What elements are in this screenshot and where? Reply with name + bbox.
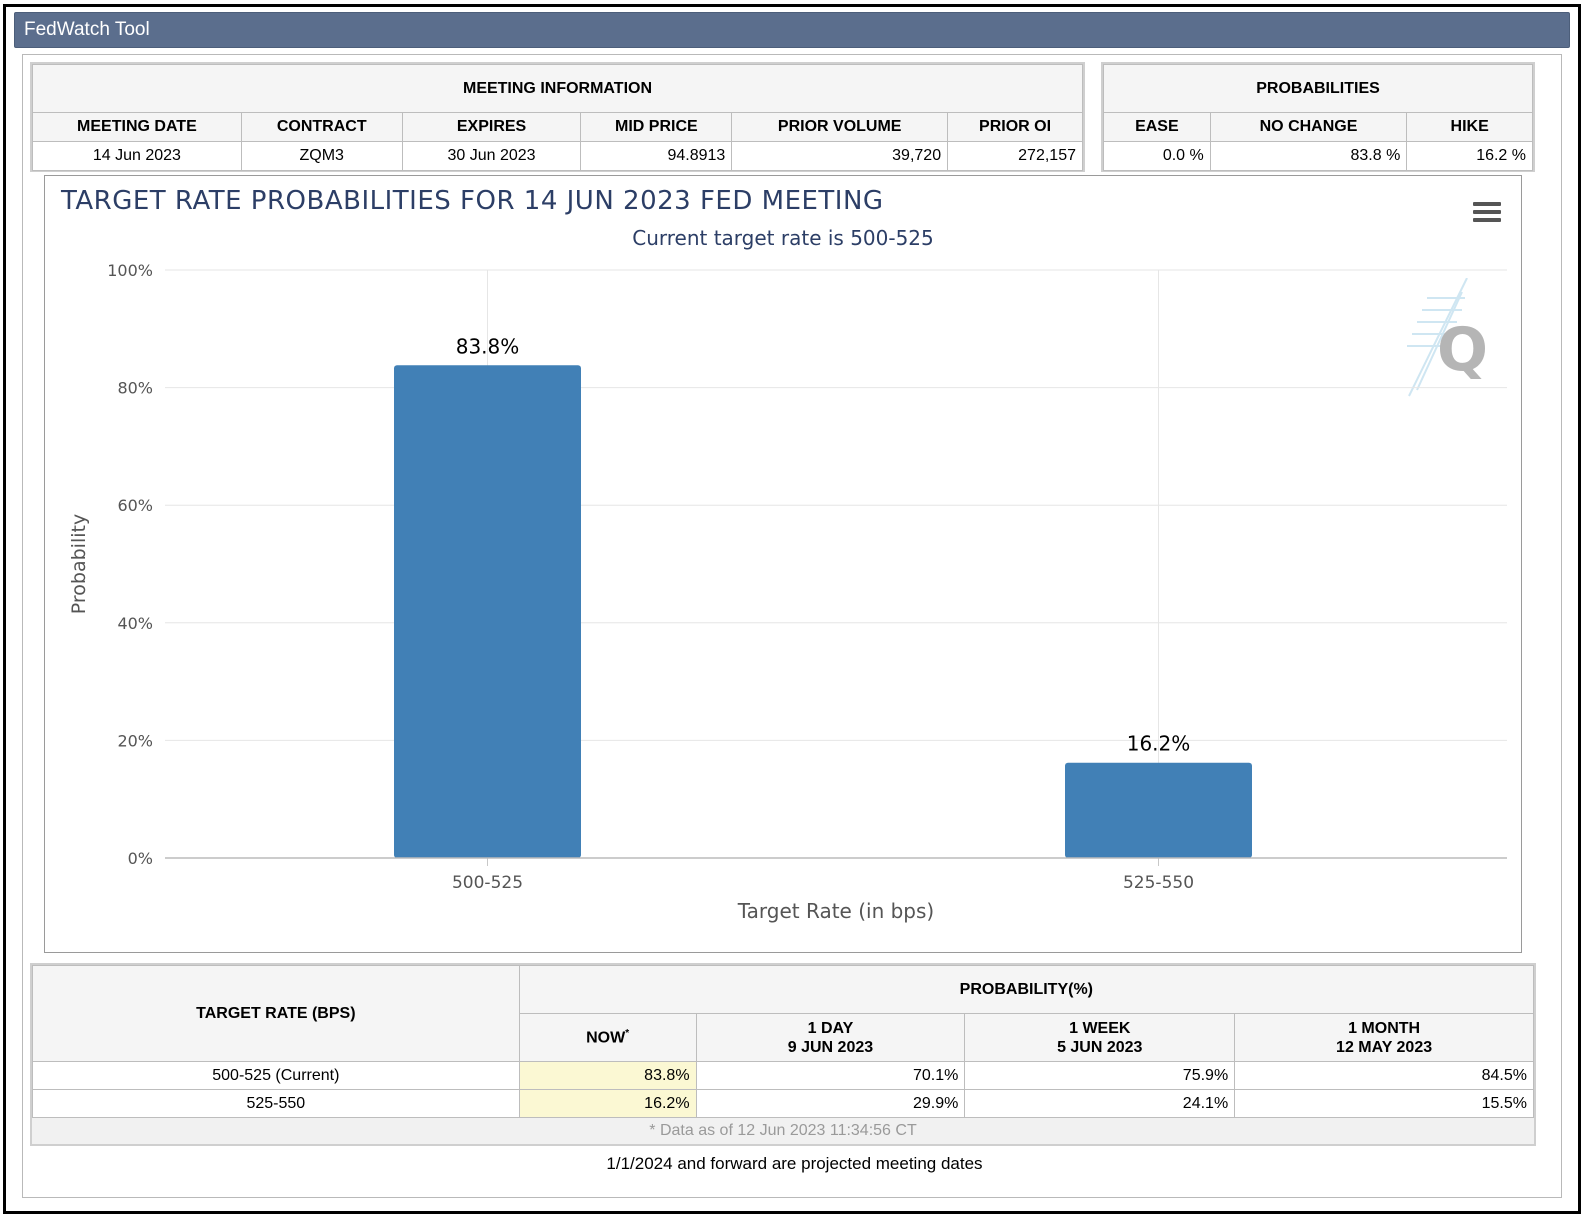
target-rate-header: TARGET RATE (BPS) xyxy=(32,965,520,1062)
hamburger-menu-icon[interactable] xyxy=(1473,202,1501,224)
y-tick-label: 100% xyxy=(107,261,153,280)
table-row: 525-550 16.2% 29.9% 24.1% 15.5% xyxy=(32,1089,1534,1118)
table-row: 500-525 (Current) 83.8% 70.1% 75.9% 84.5… xyxy=(32,1061,1534,1090)
expires-value: 30 Jun 2023 xyxy=(401,141,582,171)
y-axis-title: Probability xyxy=(68,514,90,614)
meeting-info-frame: MEETING INFORMATION MEETING DATE CONTRAC… xyxy=(30,62,1085,172)
ease-value: 0.0 % xyxy=(1103,141,1211,171)
hike-value: 16.2 % xyxy=(1406,141,1533,171)
row-rate: 500-525 (Current) xyxy=(32,1061,520,1090)
row-day: 70.1% xyxy=(695,1061,966,1090)
col-1-month: 1 MONTH 12 MAY 2023 xyxy=(1234,1013,1534,1062)
col-1-week: 1 WEEK 5 JUN 2023 xyxy=(964,1013,1236,1062)
row-day: 29.9% xyxy=(695,1089,966,1118)
y-tick-label: 20% xyxy=(117,731,153,750)
row-month: 15.5% xyxy=(1234,1089,1534,1118)
col-contract: CONTRACT xyxy=(240,112,403,142)
data-label: 83.8% xyxy=(456,334,520,358)
prior-oi-value: 272,157 xyxy=(947,141,1083,171)
col-no-change: NO CHANGE xyxy=(1209,112,1408,142)
target-rate-chart: TARGET RATE PROBABILITIES FOR 14 JUN 202… xyxy=(44,175,1522,953)
chart-title: TARGET RATE PROBABILITIES FOR 14 JUN 202… xyxy=(61,186,884,216)
row-now: 83.8% xyxy=(518,1061,697,1090)
contract-value: ZQM3 xyxy=(240,141,403,171)
bar-500-525 xyxy=(394,365,581,858)
history-table: TARGET RATE (BPS) PROBABILITY(%) NOW* 1 … xyxy=(32,965,1535,1118)
mid-price-value: 94.8913 xyxy=(580,141,733,171)
y-tick-label: 0% xyxy=(128,849,153,868)
data-timestamp-note: * Data as of 12 Jun 2023 11:34:56 CT xyxy=(649,1122,917,1139)
col-1-day: 1 DAY 9 JUN 2023 xyxy=(695,1013,966,1062)
col-hike: HIKE xyxy=(1406,112,1533,142)
probability-header: PROBABILITY(%) xyxy=(518,965,1535,1014)
data-label: 16.2% xyxy=(1127,732,1191,756)
col-prior-oi: PRIOR OI xyxy=(947,112,1083,142)
window-title: FedWatch Tool xyxy=(14,12,1570,48)
x-tick-label: 525-550 xyxy=(1123,873,1194,893)
col-expires: EXPIRES xyxy=(401,112,582,142)
no-change-value: 83.8 % xyxy=(1209,141,1408,171)
prior-volume-value: 39,720 xyxy=(731,141,949,171)
meeting-date-value: 14 Jun 2023 xyxy=(32,141,242,171)
probabilities-frame: PROBABILITIES EASE NO CHANGE HIKE 0.0 % … xyxy=(1101,62,1535,172)
meeting-info-header: MEETING INFORMATION xyxy=(32,64,1083,113)
col-ease: EASE xyxy=(1103,112,1211,142)
col-now: NOW* xyxy=(518,1013,697,1062)
row-week: 75.9% xyxy=(964,1061,1236,1090)
x-tick-label: 500-525 xyxy=(452,873,523,893)
meeting-info-table: MEETING INFORMATION MEETING DATE CONTRAC… xyxy=(32,64,1083,171)
bar-525-550 xyxy=(1065,762,1252,858)
y-tick-label: 60% xyxy=(117,496,153,515)
y-tick-label: 80% xyxy=(117,379,153,398)
x-axis-title: Target Rate (in bps) xyxy=(737,899,934,923)
row-now: 16.2% xyxy=(518,1089,697,1118)
row-month: 84.5% xyxy=(1234,1061,1534,1090)
history-frame: TARGET RATE (BPS) PROBABILITY(%) NOW* 1 … xyxy=(30,963,1536,1146)
col-meeting-date: MEETING DATE xyxy=(32,112,242,142)
q-logo-icon: Q xyxy=(1407,278,1487,397)
row-rate: 525-550 xyxy=(32,1089,520,1118)
svg-text:Q: Q xyxy=(1437,315,1487,385)
col-mid-price: MID PRICE xyxy=(580,112,733,142)
row-week: 24.1% xyxy=(964,1089,1236,1118)
probabilities-table: PROBABILITIES EASE NO CHANGE HIKE 0.0 % … xyxy=(1103,64,1533,171)
projected-dates-note: 1/1/2024 and forward are projected meeti… xyxy=(606,1154,983,1173)
probabilities-header: PROBABILITIES xyxy=(1103,64,1533,113)
y-tick-label: 40% xyxy=(117,614,153,633)
chart-subtitle: Current target rate is 500-525 xyxy=(632,226,934,250)
col-prior-volume: PRIOR VOLUME xyxy=(731,112,949,142)
chart-plot: 0% 20% 40% 60% 80% 100% 83.8% 500-525 16.2% 525-5… xyxy=(68,261,1507,923)
